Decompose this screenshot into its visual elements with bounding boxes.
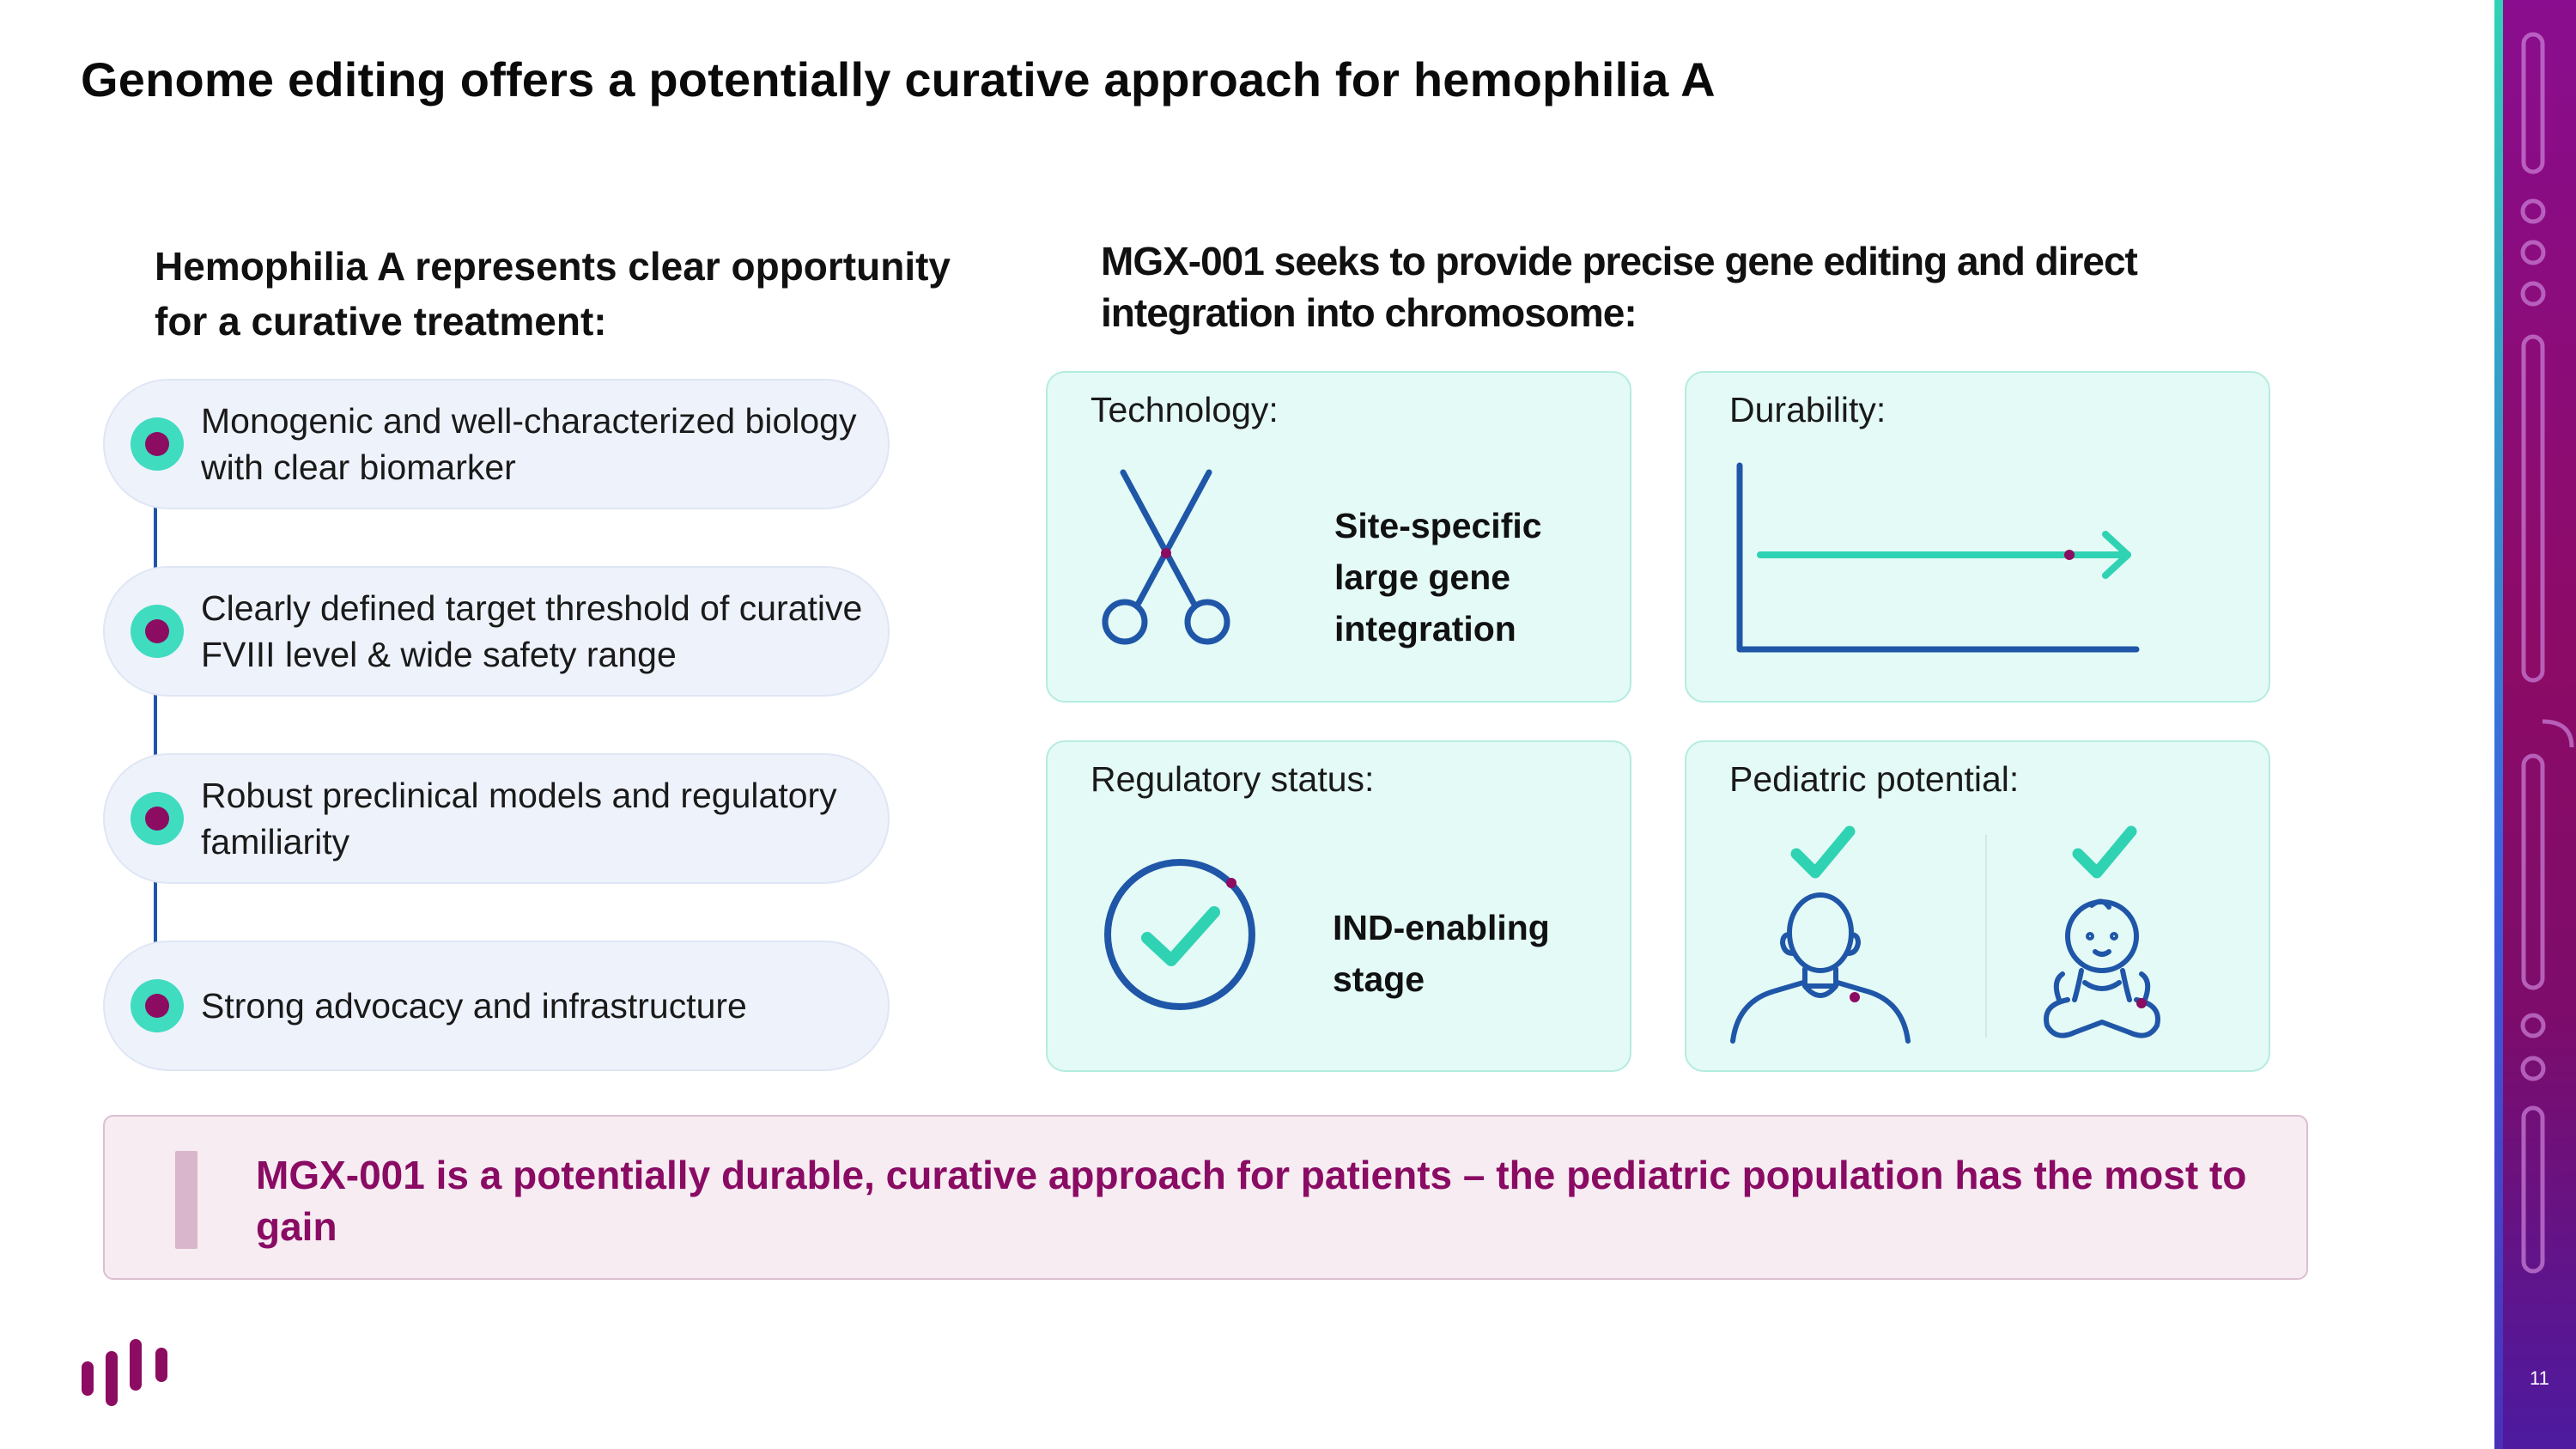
baby-check-icon: [2044, 825, 2160, 1038]
banner-text: MGX-001 is a potentially durable, curati…: [256, 1153, 2247, 1249]
bullet-text: Monogenic and well-characterized biology…: [201, 401, 857, 487]
pediatric-label: Pediatric potential:: [1729, 759, 2020, 799]
banner-accent-bar: [175, 1151, 197, 1249]
bullet-dot-icon: [131, 792, 184, 845]
side-strip-edge: [2494, 0, 2503, 1449]
check-circle-icon: [1104, 859, 1255, 1010]
adult-check-icon: [1730, 825, 1911, 1044]
technology-card: Technology: Site-specific large gene int…: [1046, 371, 1631, 703]
bullet-item: Monogenic and well-characterized biology…: [103, 379, 890, 509]
regulatory-label: Regulatory status:: [1091, 759, 1375, 799]
timeline-line: [154, 443, 157, 1005]
bullet-dot-icon: [131, 417, 184, 471]
left-heading: Hemophilia A represents clear opportunit…: [155, 244, 951, 344]
durability-label: Durability:: [1729, 390, 1886, 429]
bullet-text: Clearly defined target threshold of cura…: [201, 588, 863, 674]
regulatory-value: IND-enabling stage: [1333, 908, 1550, 999]
company-logo-icon: [82, 1339, 167, 1406]
bullet-item: Strong advocacy and infrastructure: [103, 941, 890, 1071]
conclusion-banner: MGX-001 is a potentially durable, curati…: [103, 1115, 2308, 1280]
technology-value: Site-specific large gene integration: [1334, 506, 1542, 648]
decorative-side-strip: [2494, 0, 2576, 1449]
right-heading: MGX-001 seeks to provide precise gene ed…: [1101, 239, 2138, 335]
technology-label: Technology:: [1091, 390, 1279, 429]
bullet-text: Robust preclinical models and regulatory…: [201, 776, 837, 861]
bullet-dot-icon: [131, 605, 184, 658]
durability-card: Durability:: [1685, 371, 2270, 703]
pediatric-divider: [1985, 835, 1987, 1038]
pediatric-card: Pediatric potential:: [1685, 740, 2270, 1072]
bullet-dot-icon: [131, 979, 184, 1032]
bullet-item: Robust preclinical models and regulatory…: [103, 753, 890, 884]
scissors-icon: [1102, 469, 1230, 645]
durability-chart-icon: [1736, 462, 2140, 653]
page-title: Genome editing offers a potentially cura…: [81, 52, 1716, 107]
bullet-item: Clearly defined target threshold of cura…: [103, 566, 890, 697]
circuit-pattern-icon: [2520, 32, 2574, 1274]
bullet-text: Strong advocacy and infrastructure: [201, 986, 747, 1026]
page-number: 11: [2530, 1367, 2549, 1389]
regulatory-card: Regulatory status: IND-enabling stage: [1046, 740, 1631, 1072]
